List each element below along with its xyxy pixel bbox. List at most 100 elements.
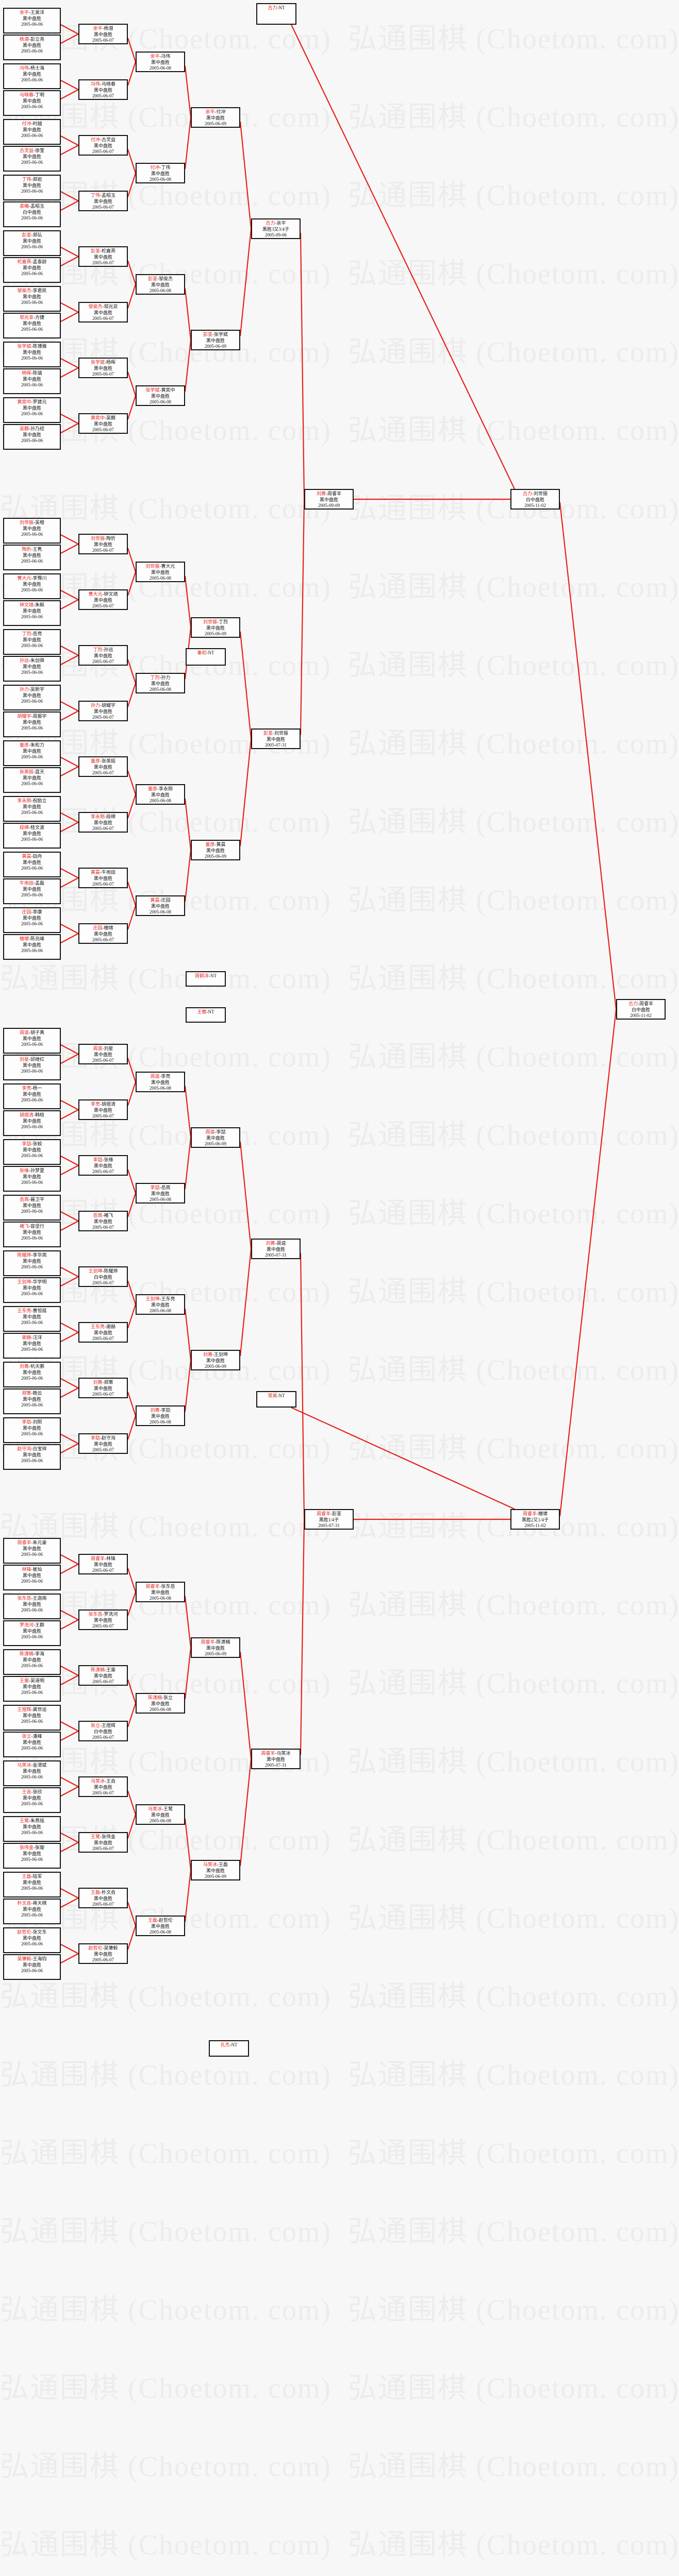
match-result: 黑中盘胜 xyxy=(22,581,41,587)
match-date: 2005-06-07 xyxy=(92,38,114,43)
match-r1-47: 李劼-刘熙 黑中盘胜 2005-06-06 xyxy=(3,1417,61,1443)
match-result: 黑中盘胜 xyxy=(93,1562,112,1567)
match-r2-11: 丁烈-孙远 黑中盘胜 2005-06-07 xyxy=(78,645,128,666)
match-result: 黑中盘胜 xyxy=(151,59,170,65)
match-players: 马笑冰-王垚 xyxy=(90,1778,116,1784)
match-r2-19: 李喆-张维 黑中盘胜 2005-06-07 xyxy=(78,1155,128,1176)
match-date: 2005-06-07 xyxy=(92,316,114,321)
bye-label: 常昊-NT xyxy=(268,1393,285,1398)
match-players: 王磊-朴文垚 xyxy=(90,1890,116,1895)
match-players: 周睿羊-彭荃 xyxy=(316,1511,342,1516)
match-players: 王东亮-曹恒挺 xyxy=(17,1308,47,1313)
match-date: 2005-06-07 xyxy=(92,715,114,720)
match-players: 李亮-胡煜清 xyxy=(90,1101,116,1107)
bye-box-2: 秦初-NT xyxy=(186,648,226,666)
match-players: 刘菁-杭天鹏 xyxy=(19,1364,45,1369)
match-result: 黑中盘胜 xyxy=(206,337,225,343)
match-players: 岳嵩-聂卫平 xyxy=(19,1197,45,1202)
match-players: 周逵-胡子真 xyxy=(19,1030,45,1035)
match-result: 白中盘胜 xyxy=(631,1007,650,1012)
match-players: 马晓春-丁明 xyxy=(19,92,45,97)
match-r1-55: 王煜辉-龚世运 黑中盘胜 2005-06-06 xyxy=(3,1705,61,1731)
match-date: 2005-06-09 xyxy=(205,1364,226,1369)
match-r4-8: 马笑冰-王磊 黑中盘胜 2005-06-09 xyxy=(191,1860,240,1880)
match-r1-18: 陶忻-王隽 黑中盘胜 2005-06-06 xyxy=(3,545,61,570)
match-result: 黑中盘胜 xyxy=(266,736,285,742)
match-r1-49: 周睿羊-朱元豪 黑中盘胜 2005-06-06 xyxy=(3,1538,61,1564)
match-players: 吴麒-孙乃经 xyxy=(19,426,45,431)
match-result: 黑中盘胜 xyxy=(22,1739,41,1745)
match-result: 黑中盘胜 xyxy=(151,681,170,686)
match-date: 2005-06-06 xyxy=(21,1801,43,1806)
match-r3-12: 刘菁-李劼 黑中盘胜 2005-06-08 xyxy=(136,1405,185,1426)
match-result: 黑中盘胜 xyxy=(206,625,225,631)
match-date: 2005-06-07 xyxy=(92,1735,114,1740)
match-date: 2005-06-07 xyxy=(92,205,114,210)
match-date: 2005-06-08 xyxy=(150,1197,171,1202)
match-result: 黑胜1/4子 xyxy=(319,1517,339,1522)
match-r1-39: 岳嵩-聂卫平 黑中盘胜 2005-06-06 xyxy=(3,1195,61,1221)
match-date: 2005-06-07 xyxy=(92,1679,114,1684)
match-date: 2005-11-02 xyxy=(524,1523,546,1528)
match-players: 彭荃-郑弘 xyxy=(22,232,42,238)
match-players: 丁烈-孙力 xyxy=(150,675,171,680)
match-r2-7: 张学斌-杨晖 黑中盘胜 2005-06-07 xyxy=(78,358,128,378)
match-date: 2005-07-31 xyxy=(265,742,287,748)
match-players: 刘世振-吴楷 xyxy=(19,520,45,525)
match-players: 牛雨田-孟磊 xyxy=(19,880,45,886)
match-result: 黑中盘胜 xyxy=(22,748,41,754)
match-result: 黑中盘胜 xyxy=(206,1868,225,1873)
match-players: 董彦-黄晨 xyxy=(205,842,226,847)
match-r1-12: 邬光亚-方捷 黑中盘胜 2005-06-06 xyxy=(3,313,61,338)
match-result: 黑中盘胜 xyxy=(22,637,41,642)
match-result: 黑中盘胜 xyxy=(151,1302,170,1308)
match-date: 2005-06-07 xyxy=(92,1169,114,1174)
match-date: 2005-06-07 xyxy=(92,93,114,98)
bye-box-3: 周鹤洋-NT xyxy=(186,971,226,987)
match-players: 罗洗河-王群 xyxy=(19,1622,45,1628)
match-result: 黑中盘胜 xyxy=(22,719,41,725)
bye-label: 王檄-NT xyxy=(197,1009,214,1014)
match-r3-7: 董彦-李永刚 黑中盘胜 2005-06-08 xyxy=(136,784,185,805)
match-r2-12: 孙力-胡耀宇 黑中盘胜 2005-06-07 xyxy=(78,701,128,721)
match-r1-46: 郑策-鲍云 黑中盘胜 2005-06-06 xyxy=(3,1388,61,1414)
match-date: 2005-06-07 xyxy=(92,371,114,377)
match-date: 2005-06-06 xyxy=(21,1264,43,1269)
match-players: 李劼-刘熙 xyxy=(22,1419,42,1425)
match-r2-20: 岳嵩-褚飞 黑中盘胜 2005-06-07 xyxy=(78,1211,128,1231)
match-players: 周逵-李亮 xyxy=(150,1074,171,1079)
match-players: 张东岳-罗洗河 xyxy=(88,1612,118,1617)
match-result: 黑中盘胜 xyxy=(93,1107,112,1113)
match-result: 黑中盘胜 xyxy=(22,1572,41,1578)
match-result: 黑中盘胜 xyxy=(93,541,112,547)
match-date: 2005-07-31 xyxy=(318,1523,340,1528)
match-date: 2005-06-06 xyxy=(21,699,43,704)
match-date: 2005-06-07 xyxy=(92,1846,114,1851)
match-players: 古力-周睿羊 xyxy=(628,1001,654,1006)
match-date: 2005-06-07 xyxy=(92,1058,114,1063)
match-result: 黑中盘胜 xyxy=(22,1546,41,1551)
match-result: 黑中盘胜 xyxy=(22,376,41,382)
match-date: 2005-06-06 xyxy=(21,215,43,221)
match-players: 陈潇楠-张立 xyxy=(147,1695,173,1700)
match-r1-45: 刘菁-杭天鹏 黑中盘胜 2005-06-06 xyxy=(3,1362,61,1387)
match-r1-51: 张东岳-王迦南 黑中盘胜 2005-06-06 xyxy=(3,1594,61,1619)
match-players: 周睿羊-朱元豪 xyxy=(17,1540,47,1545)
bye-box-6: 孔杰-NT xyxy=(209,2040,249,2057)
match-result: 黑中盘胜 xyxy=(93,1673,112,1679)
match-players: 丁伟-郑岩 xyxy=(22,177,42,182)
match-date: 2005-06-07 xyxy=(92,1790,114,1795)
match-r1-7: 丁伟-郑岩 黑中盘胜 2005-06-06 xyxy=(3,175,61,200)
match-result: 黑中盘胜 xyxy=(151,792,170,798)
match-r2-17: 周逵-刘星 黑中盘胜 2005-06-07 xyxy=(78,1044,128,1064)
bye-box-1: 古力-NT xyxy=(256,3,296,25)
match-players: 张东岳-王迦南 xyxy=(17,1596,47,1601)
match-result: 黑中盘胜 xyxy=(93,1784,112,1790)
match-players: 赵守洵-白宝祥 xyxy=(17,1446,47,1451)
match-r1-19: 曹大元-李豫川 黑中盘胜 2005-06-06 xyxy=(3,573,61,599)
match-players: 黄晨-庄园 xyxy=(150,897,171,903)
match-r3-1: 余平-冯伟 黑中盘胜 2005-06-08 xyxy=(136,52,185,72)
match-result: 黑中盘胜 xyxy=(22,1229,41,1235)
match-result: 黑中盘胜 xyxy=(93,1385,112,1391)
match-r2-23: 刘菁-郑策 黑中盘胜 2005-06-07 xyxy=(78,1378,128,1398)
